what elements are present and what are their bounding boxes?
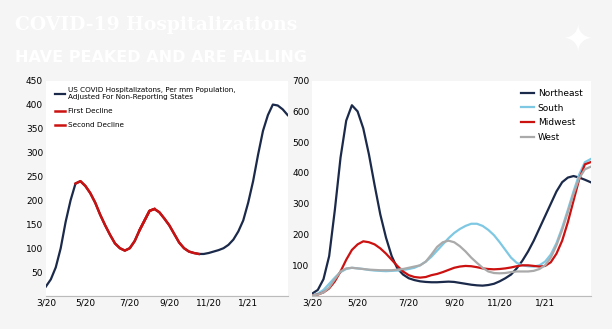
Text: ✦: ✦ [562,23,592,57]
Text: COVID-19 Hospitalizations: COVID-19 Hospitalizations [15,16,297,34]
Text: HAVE PEAKED AND ARE FALLING: HAVE PEAKED AND ARE FALLING [15,50,307,65]
Legend: US COVID Hospitalizatons, Per mm Population,
Adjusted For Non-Reporting States, : US COVID Hospitalizatons, Per mm Populat… [52,84,238,131]
Legend: Northeast, South, Midwest, West: Northeast, South, Midwest, West [518,85,586,146]
